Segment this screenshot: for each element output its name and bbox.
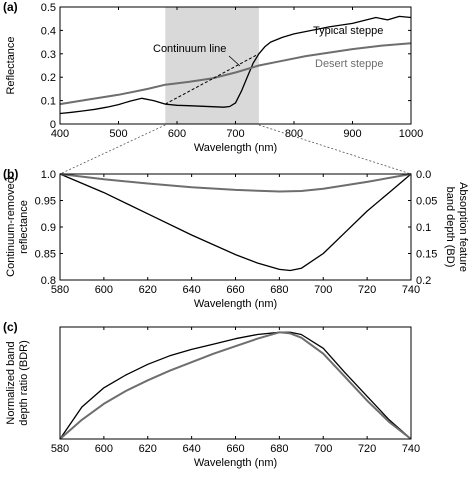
x-tick-label: 680	[270, 443, 288, 455]
y-tick-label: 0.85	[35, 249, 56, 261]
series-desert-steppe	[59, 331, 412, 440]
x-tick-label: 700	[314, 284, 332, 296]
series-typical-steppe	[59, 15, 412, 115]
y2-tick-label: 0.2	[416, 275, 431, 287]
shaded-band	[165, 7, 259, 124]
y2-tick-label: 0.05	[416, 196, 437, 208]
y2-tick-label: 0.15	[416, 249, 437, 261]
y-tick-label: 0.9	[41, 222, 56, 234]
x-tick-label: 600	[95, 284, 113, 296]
series-typical-steppe	[59, 173, 412, 272]
x-tick-label: 660	[226, 443, 244, 455]
x-tick-label: 620	[139, 443, 157, 455]
zoom-connector-left	[59, 124, 166, 175]
series-desert-steppe	[59, 173, 412, 193]
y-axis-label: Normalized banddepth ratio (BDR)	[5, 340, 30, 426]
panel-label: (a)	[3, 0, 18, 14]
x-tick-label: 900	[343, 128, 361, 140]
panel-b: 580 600 620 640 660 680 700 720 740 0.8 0.85 0.9 0.9…	[3, 167, 469, 310]
y2-axis-label-line1: Absorption feature	[457, 182, 469, 272]
series-desert-steppe	[59, 42, 412, 106]
x-tick-label: 580	[51, 284, 69, 296]
x-tick-label: 660	[226, 284, 244, 296]
x-tick-label: 720	[358, 284, 376, 296]
y-axis-label: Continuum-removedreflectance	[5, 177, 30, 277]
x-axis-label: Wavelength (nm)	[194, 457, 277, 469]
x-axis-label: Wavelength (nm)	[194, 142, 277, 154]
legend-typical-steppe: Typical steppe	[313, 25, 383, 37]
y-tick-label: 0.3	[41, 49, 56, 61]
y2-tick-label: 0.1	[416, 222, 431, 234]
y2-tick-label: 0.0	[416, 169, 431, 181]
y2-axis-label: Absorption featureband depth (BD)	[444, 182, 469, 272]
y-tick-label: 1.0	[41, 169, 56, 181]
y-tick-label: 0.95	[35, 196, 56, 208]
series-continuum-line	[165, 53, 260, 105]
y-tick-label: 0.2	[41, 72, 56, 84]
y2-axis-label-line2: band depth (BD)	[444, 187, 456, 268]
y-tick-label: 0.4	[41, 25, 56, 37]
panel-label: (c)	[3, 320, 18, 334]
x-tick-label: 800	[285, 128, 303, 140]
series-typical-steppe	[59, 331, 412, 440]
continuum-line-annotation: Continuum line	[153, 43, 226, 55]
panel-c: 580 600 620 640 660 680 700 720 740 Wavelength (n…	[3, 320, 420, 469]
y-axis-label-line1: Normalized band	[5, 341, 17, 424]
x-axis-label: Wavelength (nm)	[194, 298, 277, 310]
x-tick-label: 500	[109, 128, 127, 140]
panel-a: 400 500 600 700 800 900 1000 0 0.1 0.2 0.3 0.4 0.5 Wa…	[3, 0, 423, 154]
y-tick-label: 0.1	[41, 96, 56, 108]
x-tick-label: 700	[226, 128, 244, 140]
x-tick-label: 640	[182, 284, 200, 296]
y-tick-label: 0.5	[41, 2, 56, 14]
x-tick-label: 400	[51, 128, 69, 140]
y-axis-label-line1: Continuum-removed	[5, 177, 17, 277]
zoom-connector-right	[258, 124, 412, 175]
x-tick-label: 720	[358, 443, 376, 455]
x-tick-label: 580	[51, 443, 69, 455]
x-tick-label: 1000	[399, 128, 423, 140]
x-tick-label: 740	[402, 284, 420, 296]
x-tick-label: 700	[314, 443, 332, 455]
panel-label: (b)	[3, 167, 18, 181]
y-tick-label: 0	[50, 119, 56, 131]
x-tick-label: 680	[270, 284, 288, 296]
x-tick-label: 600	[95, 443, 113, 455]
x-tick-label: 740	[402, 443, 420, 455]
x-tick-label: 600	[168, 128, 186, 140]
x-tick-label: 620	[139, 284, 157, 296]
legend-desert-steppe: Desert steppe	[315, 58, 383, 70]
y-axis-label: Reflectance	[5, 36, 17, 94]
annotation-pointer	[228, 55, 241, 67]
y-tick-label: 0.8	[41, 275, 56, 287]
y-axis-label-line2: reflectance	[18, 200, 30, 254]
y-axis-label-line2: depth ratio (BDR)	[18, 340, 30, 426]
x-tick-label: 640	[182, 443, 200, 455]
